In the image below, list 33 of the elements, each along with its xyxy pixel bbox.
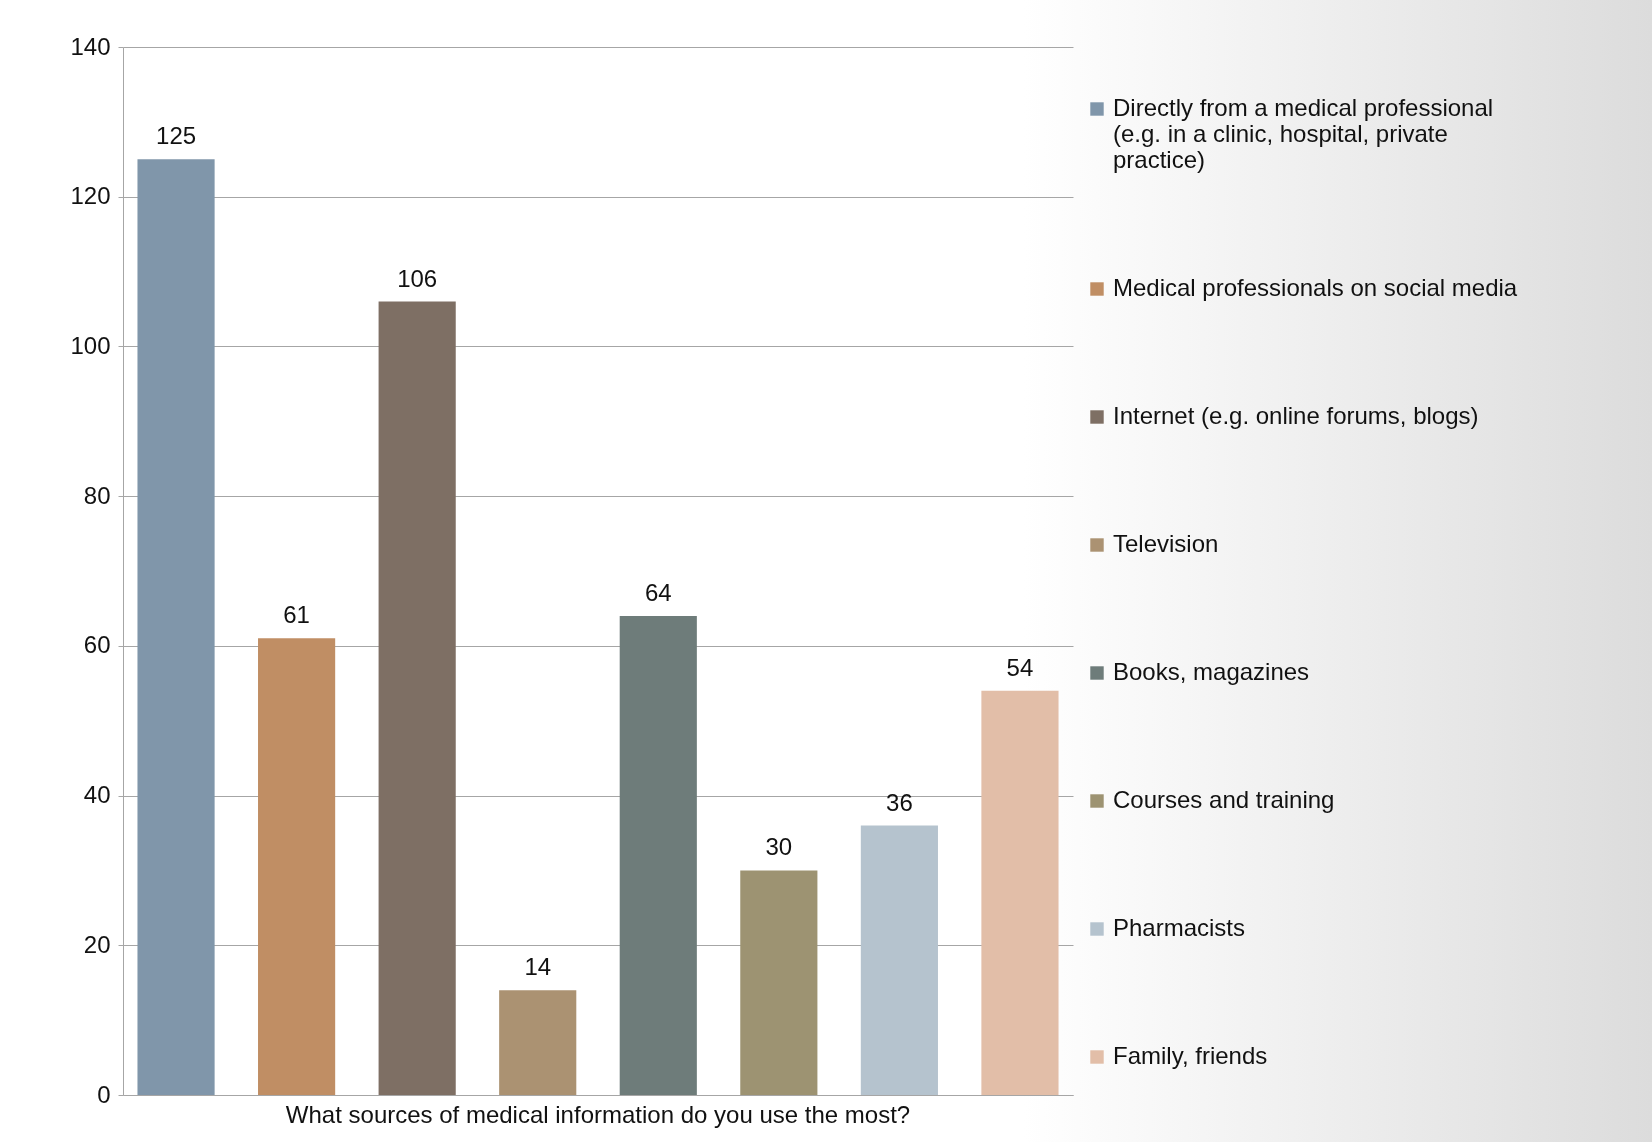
data-label: 61	[283, 601, 310, 629]
y-tick-label: 100	[70, 331, 111, 359]
data-label: 36	[886, 788, 913, 816]
data-label: 54	[1006, 653, 1034, 681]
y-tick-label: 120	[70, 182, 111, 210]
y-tick-label: 20	[83, 930, 111, 958]
y-tick-label: 40	[83, 781, 111, 809]
bar	[860, 825, 938, 1095]
legend-label: Medical professionals on social media	[1113, 274, 1518, 301]
data-label: 64	[644, 578, 672, 606]
x-tick-label: What sources of medical information do you use the most?	[285, 1100, 911, 1128]
bar	[378, 301, 456, 1095]
data-label: 14	[524, 953, 552, 981]
y-tick-label: 80	[83, 481, 111, 509]
legend-label: Books, magazines	[1113, 658, 1310, 685]
bar	[499, 990, 577, 1095]
bar	[137, 159, 215, 1095]
data-label: 106	[397, 264, 438, 292]
y-tick-label: 60	[83, 631, 111, 659]
y-tick-label: 0	[97, 1080, 111, 1108]
data-label: 125	[156, 122, 197, 150]
data-label: 30	[765, 833, 793, 861]
bar	[258, 638, 336, 1095]
legend-label: Courses and training	[1113, 786, 1335, 813]
y-tick-label: 140	[70, 32, 111, 60]
bar	[740, 870, 818, 1095]
bar	[619, 615, 697, 1095]
bar	[981, 690, 1059, 1095]
legend-label: Internet (e.g. online forums, blogs)	[1113, 402, 1479, 429]
legend-label: Pharmacists	[1113, 914, 1246, 941]
legend-label: Television	[1113, 530, 1219, 557]
legend-label: Directly from a medical professional (e.g. in a clinic, hospital, private practice)	[1113, 94, 1494, 173]
legend-label: Family, friends	[1113, 1042, 1268, 1069]
